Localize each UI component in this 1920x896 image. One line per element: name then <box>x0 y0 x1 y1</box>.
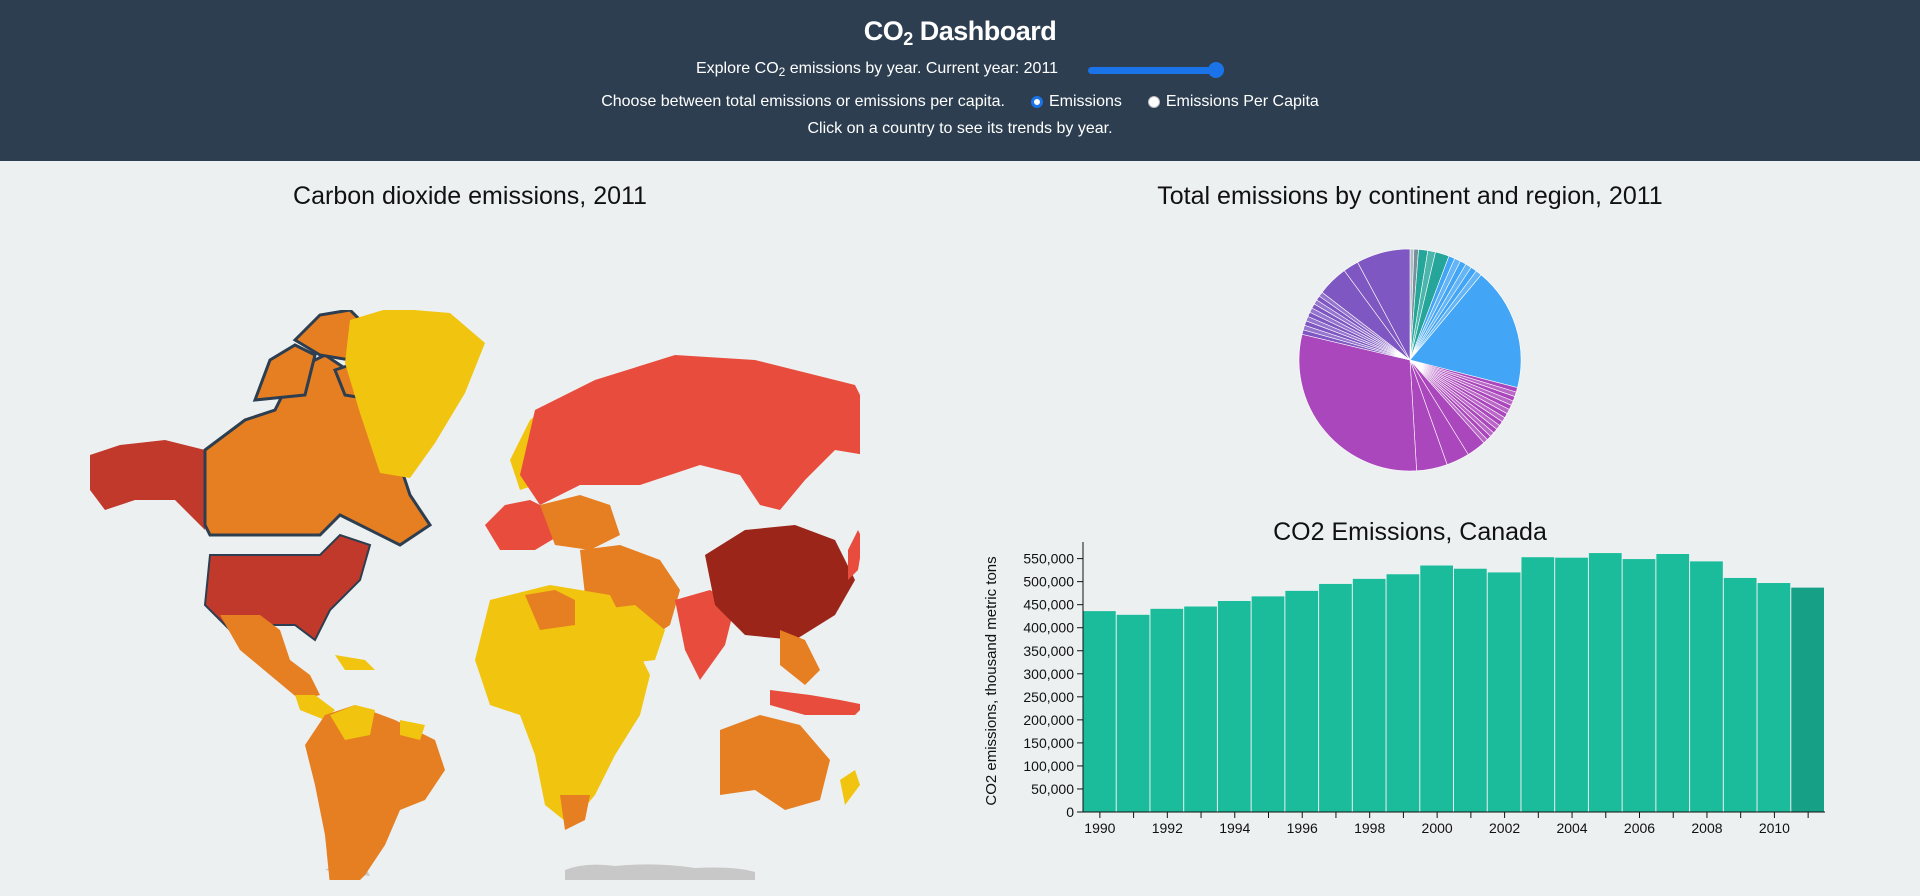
bar-2011 <box>1791 587 1824 812</box>
country-japan[interactable] <box>848 530 860 580</box>
y-tick-label: 100,000 <box>1023 758 1074 774</box>
app-header: CO2 Dashboard Explore CO2 emissions by y… <box>0 0 1920 161</box>
x-tick-label: 1994 <box>1219 820 1250 836</box>
radio-per-capita-label[interactable]: Emissions Per Capita <box>1165 93 1319 110</box>
emissions-bar-chart: CO2 emissions, thousand metric tons 0 50,0… <box>983 542 1825 836</box>
bar-1994 <box>1217 600 1251 812</box>
pie-slice[interactable] <box>1409 274 1522 388</box>
x-tick-label: 2006 <box>1624 820 1655 836</box>
radio-per-capita[interactable]: Emissions Per Capita <box>1147 93 1319 111</box>
continent-pie-chart[interactable] <box>1290 240 1540 480</box>
x-tick-label: 2008 <box>1691 820 1722 836</box>
year-slider-thumb[interactable] <box>1208 61 1225 78</box>
bar-2004 <box>1555 557 1588 812</box>
central-america[interactable] <box>295 655 375 720</box>
pie-slice[interactable] <box>1357 248 1411 361</box>
year-label: Explore CO2 emissions by year. Current y… <box>696 60 1058 79</box>
bar-chart-title: CO2 Emissions, Canada <box>1273 518 1547 546</box>
x-tick-label: 2000 <box>1422 820 1453 836</box>
bar-2002 <box>1487 572 1521 812</box>
radio-emissions[interactable]: Emissions <box>1030 93 1122 111</box>
bar-1999 <box>1386 574 1420 812</box>
bar-2005 <box>1588 553 1622 812</box>
bar-2008 <box>1690 561 1723 812</box>
bar-2007 <box>1656 554 1690 812</box>
world-map[interactable] <box>80 310 860 880</box>
south-africa[interactable] <box>560 795 590 830</box>
bar-1992 <box>1150 608 1184 812</box>
country-russia[interactable] <box>520 355 860 510</box>
x-tick-label: 1992 <box>1152 820 1183 836</box>
year-slider-track[interactable] <box>1088 66 1225 74</box>
map-title: Carbon dioxide emissions, 2011 <box>293 182 647 210</box>
y-tick-label: 150,000 <box>1023 735 1074 751</box>
bar-2006 <box>1622 559 1656 812</box>
x-tick-label: 2010 <box>1759 820 1790 836</box>
country-greenland[interactable] <box>345 310 485 478</box>
europe-east[interactable] <box>540 495 620 550</box>
africa[interactable] <box>475 585 650 825</box>
y-tick-label: 350,000 <box>1023 643 1074 659</box>
radio-per-capita-dot[interactable] <box>1147 96 1160 108</box>
south-america-north[interactable] <box>330 705 425 740</box>
radio-emissions-dot[interactable] <box>1030 96 1043 108</box>
mode-label: Choose between total emissions or emissi… <box>601 93 1005 110</box>
y-tick-label: 250,000 <box>1023 689 1074 705</box>
page-title: CO2 Dashboard <box>0 16 1920 50</box>
pie-slice[interactable] <box>1298 333 1417 472</box>
bar-1996 <box>1285 590 1319 812</box>
y-tick-label: 400,000 <box>1023 620 1074 636</box>
title-text: CO <box>863 16 904 46</box>
country-mexico[interactable] <box>220 615 320 700</box>
y-tick-label: 450,000 <box>1023 597 1074 613</box>
north-africa[interactable] <box>525 590 575 630</box>
title-text-rest: Dashboard <box>912 16 1057 46</box>
year-control-row: Explore CO2 emissions by year. Current y… <box>0 60 1920 79</box>
radio-emissions-label[interactable]: Emissions <box>1048 93 1122 110</box>
country-new-zealand[interactable] <box>840 770 860 805</box>
y-axis-label: CO2 emissions, thousand metric tons <box>983 556 1000 805</box>
x-tick-label: 1996 <box>1287 820 1318 836</box>
mode-control-row: Choose between total emissions or emissi… <box>0 93 1920 111</box>
bar-2003 <box>1521 557 1555 812</box>
country-antarctica[interactable] <box>325 862 755 880</box>
y-tick-label: 550,000 <box>1023 551 1074 567</box>
southeast-asia[interactable] <box>780 630 820 685</box>
europe-west[interactable] <box>485 500 560 550</box>
x-tick-label: 2002 <box>1489 820 1520 836</box>
year-slider[interactable] <box>1088 61 1225 79</box>
country-alaska[interactable] <box>90 440 205 530</box>
country-china[interactable] <box>705 525 855 640</box>
bar-1997 <box>1319 583 1352 812</box>
y-tick-label: 50,000 <box>1031 781 1074 797</box>
bar-2010 <box>1757 583 1791 812</box>
bar-2001 <box>1454 568 1487 812</box>
click-hint: Click on a country to see its trends by … <box>0 120 1920 138</box>
country-australia[interactable] <box>720 715 830 810</box>
click-hint-text: Click on a country to see its trends by … <box>807 120 1113 137</box>
year-label-subscript: 2 <box>778 65 786 79</box>
south-america[interactable] <box>305 705 445 880</box>
y-tick-label: 300,000 <box>1023 666 1074 682</box>
x-tick-label: 2004 <box>1556 820 1587 836</box>
bar-1991 <box>1116 614 1150 812</box>
y-tick-label: 0 <box>1066 804 1074 820</box>
year-label-suffix: emissions by year. Current year: 2011 <box>785 60 1059 77</box>
y-tick-label: 500,000 <box>1023 574 1074 590</box>
bar-1998 <box>1352 578 1386 812</box>
x-tick-label: 1998 <box>1354 820 1385 836</box>
indonesia[interactable] <box>770 690 860 715</box>
y-tick-label: 200,000 <box>1023 712 1074 728</box>
bar-1993 <box>1184 606 1217 812</box>
bar-2000 <box>1420 565 1453 812</box>
bar-1995 <box>1251 596 1285 812</box>
country-india[interactable] <box>675 590 735 680</box>
bar-2009 <box>1723 577 1757 812</box>
year-label-prefix: Explore CO <box>695 60 779 77</box>
x-tick-label: 1990 <box>1084 820 1115 836</box>
title-subscript: 2 <box>903 29 913 49</box>
pie-title: Total emissions by continent and region,… <box>1157 182 1663 210</box>
bar-1990 <box>1083 611 1116 812</box>
